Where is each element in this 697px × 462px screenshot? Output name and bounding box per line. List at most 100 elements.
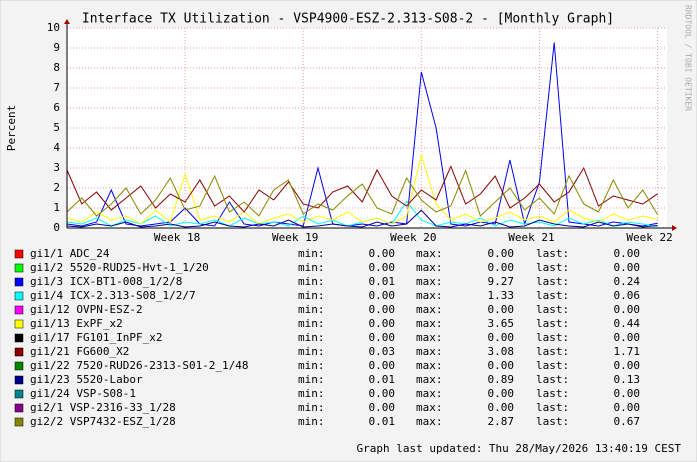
- stat-value: 0.44: [614, 317, 641, 330]
- stat-label: max:: [416, 345, 443, 358]
- legend-label: gi1/24 VSP-S08-1: [30, 387, 136, 400]
- y-tick-label: 2: [53, 181, 60, 194]
- legend-label: gi1/21 FG600_X2: [30, 345, 129, 358]
- stat-value: 0.00: [614, 387, 641, 400]
- stat-label: last:: [536, 415, 569, 428]
- legend-label: gi1/4 ICX-2.313-S08_1/2/7: [30, 289, 196, 302]
- stat-label: last:: [536, 275, 569, 288]
- y-axis-label: Percent: [5, 105, 18, 151]
- stat-value: 0.89: [488, 373, 515, 386]
- stat-label: max:: [416, 275, 443, 288]
- stat-label: max:: [416, 359, 443, 372]
- stat-value: 3.08: [488, 345, 515, 358]
- stat-label: last:: [536, 401, 569, 414]
- footer: Graph last updated: Thu 28/May/2026 13:4…: [356, 442, 681, 455]
- stat-value: 0.67: [614, 415, 641, 428]
- stat-label: last:: [536, 359, 569, 372]
- stat-value: 0.00: [614, 359, 641, 372]
- y-tick-label: 9: [53, 41, 60, 54]
- stat-value: 0.00: [488, 303, 515, 316]
- axes: [64, 19, 677, 231]
- chart-title: Interface TX Utilization - VSP4900-ESZ-2…: [82, 12, 614, 27]
- stat-value: 0.06: [614, 289, 641, 302]
- legend-label: gi1/17 FG101_InPF_x2: [30, 331, 162, 344]
- y-tick-label: 7: [53, 81, 60, 94]
- stat-label: min:: [298, 289, 325, 302]
- y-tick-label: 5: [53, 121, 60, 134]
- stat-value: 0.00: [614, 303, 641, 316]
- stat-value: 0.00: [614, 261, 641, 274]
- stat-label: max:: [416, 373, 443, 386]
- y-arrow: [64, 19, 70, 24]
- stat-label: max:: [416, 331, 443, 344]
- stat-label: min:: [298, 331, 325, 344]
- legend-swatch: [14, 263, 24, 273]
- stat-value: 0.01: [369, 373, 396, 386]
- legend-swatch: [14, 361, 24, 371]
- stat-value: 0.00: [488, 261, 515, 274]
- stat-label: max:: [416, 317, 443, 330]
- stat-value: 1.71: [614, 345, 641, 358]
- x-tick-label: Week 20: [390, 231, 436, 244]
- legend-label: gi1/12 OVPN-ESZ-2: [30, 303, 143, 316]
- stat-label: max:: [416, 415, 443, 428]
- legend-swatch: [14, 333, 24, 343]
- legend-label: gi1/23 5520-Labor: [30, 373, 143, 386]
- legend-swatch: [14, 319, 24, 329]
- stat-value: 0.00: [369, 289, 396, 302]
- stat-label: last:: [536, 331, 569, 344]
- stat-label: min:: [298, 275, 325, 288]
- stat-label: last:: [536, 261, 569, 274]
- stat-label: min:: [298, 415, 325, 428]
- stat-label: max:: [416, 303, 443, 316]
- stat-value: 0.00: [488, 401, 515, 414]
- stat-label: last:: [536, 373, 569, 386]
- stat-value: 0.00: [369, 247, 396, 260]
- legend-swatch: [14, 417, 24, 427]
- stat-label: min:: [298, 387, 325, 400]
- stat-value: 0.01: [369, 275, 396, 288]
- y-tick-label: 10: [47, 21, 60, 34]
- stat-label: min:: [298, 261, 325, 274]
- legend-label: gi1/2 5520-RUD25-Hvt-1_1/20: [30, 261, 209, 274]
- stat-label: last:: [536, 345, 569, 358]
- x-tick-label: Week 21: [508, 231, 554, 244]
- stat-value: 0.00: [488, 247, 515, 260]
- stat-label: min:: [298, 345, 325, 358]
- legend-swatch: [14, 347, 24, 357]
- legend-label: gi1/3 ICX-BT1-008_1/2/8: [30, 275, 182, 288]
- legend-swatch: [14, 291, 24, 301]
- legend-swatch: [14, 375, 24, 385]
- stat-value: 0.00: [488, 331, 515, 344]
- stat-label: min:: [298, 373, 325, 386]
- series-line: [66, 169, 658, 217]
- legend-label: gi1/1 ADC_24: [30, 247, 110, 260]
- stat-label: min:: [298, 317, 325, 330]
- y-tick-label: 0: [53, 221, 60, 234]
- y-tick-label: 1: [53, 201, 60, 214]
- stat-value: 0.00: [369, 303, 396, 316]
- stat-value: 0.00: [369, 387, 396, 400]
- legend: gi1/1 ADC_24 min: 0.00 max: 0.00 last: 0.00 gi1…: [14, 247, 641, 428]
- stat-value: 0.13: [614, 373, 641, 386]
- stat-label: max:: [416, 387, 443, 400]
- legend-swatch: [14, 277, 24, 287]
- legend-swatch: [14, 389, 24, 399]
- stat-value: 0.00: [614, 331, 641, 344]
- stat-label: last:: [536, 317, 569, 330]
- stat-label: min:: [298, 401, 325, 414]
- y-tick-label: 4: [53, 141, 60, 154]
- series-line: [66, 165, 658, 213]
- series-line: [66, 209, 658, 228]
- stat-value: 0.24: [614, 275, 641, 288]
- legend-label: gi1/13 ExPF_x2: [30, 317, 123, 330]
- stat-label: max:: [416, 261, 443, 274]
- y-tick-label: 3: [53, 161, 60, 174]
- stat-value: 0.00: [369, 261, 396, 274]
- legend-swatch: [14, 403, 24, 413]
- stat-label: last:: [536, 303, 569, 316]
- stat-value: 0.01: [369, 415, 396, 428]
- x-tick-label: Week 22: [626, 231, 672, 244]
- stat-label: min:: [298, 247, 325, 260]
- grid: 0 1 2 3 4 5 6 7 8 9 10 Week 18 Week 19 Week 20 Week 21…: [47, 21, 673, 244]
